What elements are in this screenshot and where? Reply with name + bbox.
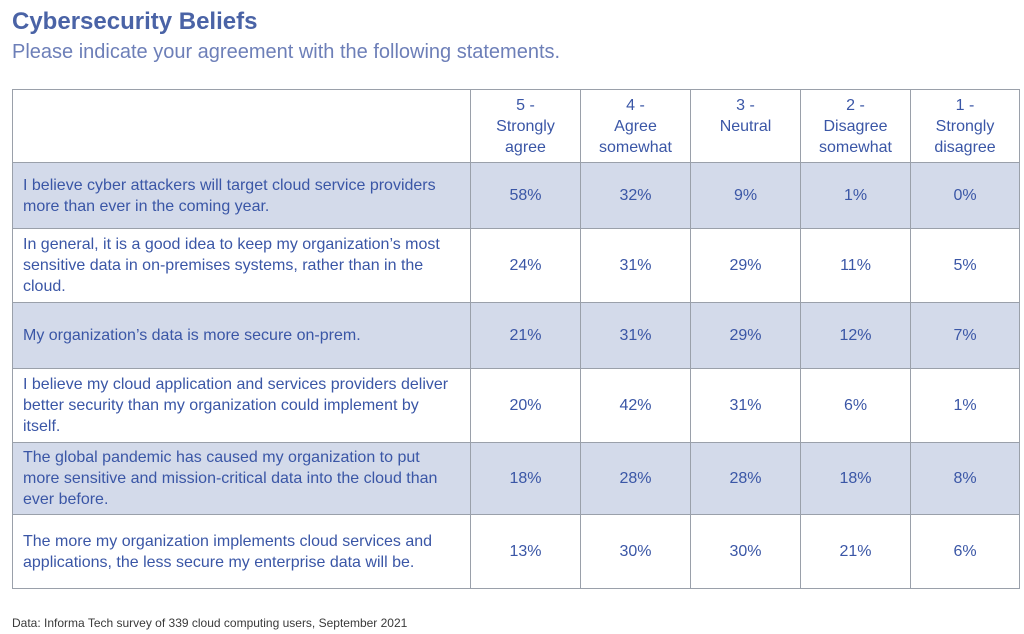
value-cell: 30%	[690, 514, 801, 589]
column-header-line: 3 -	[736, 96, 755, 114]
column-header-strongly-agree: 5 - Strongly agree	[470, 89, 581, 163]
table-row: The global pandemic has caused my organi…	[12, 442, 1020, 515]
chart-title: Cybersecurity Beliefs	[12, 8, 258, 35]
value-cell: 6%	[910, 514, 1020, 589]
column-header-line: somewhat	[819, 138, 892, 156]
column-header-line: Strongly	[935, 117, 995, 135]
statement-cell: I believe my cloud application and servi…	[12, 368, 471, 443]
value-cell: 42%	[580, 368, 691, 443]
survey-table: 5 - Strongly agree 4 - Agree somewhat 3 …	[12, 89, 1020, 589]
value-cell: 29%	[690, 302, 801, 369]
column-header-line: Neutral	[719, 117, 772, 135]
table-row: In general, it is a good idea to keep my…	[12, 228, 1020, 303]
value-cell: 6%	[800, 368, 911, 443]
column-header-disagree-somewhat: 2 - Disagree somewhat	[800, 89, 911, 163]
value-cell: 30%	[580, 514, 691, 589]
value-cell: 20%	[470, 368, 581, 443]
column-header-line: 2 -	[846, 96, 865, 114]
column-header-line: Disagree	[823, 117, 888, 135]
header-row: 5 - Strongly agree 4 - Agree somewhat 3 …	[12, 89, 1020, 163]
value-cell: 1%	[910, 368, 1020, 443]
value-cell: 32%	[580, 162, 691, 229]
column-header-line: 4 -	[626, 96, 645, 114]
value-cell: 58%	[470, 162, 581, 229]
value-cell: 18%	[800, 442, 911, 515]
column-header-neutral: 3 - Neutral	[690, 89, 801, 163]
value-cell: 21%	[800, 514, 911, 589]
header-corner-cell	[12, 89, 471, 163]
table-row: I believe cyber attackers will target cl…	[12, 162, 1020, 229]
value-cell: 24%	[470, 228, 581, 303]
column-header-line: Strongly	[496, 117, 555, 135]
column-header-agree-somewhat: 4 - Agree somewhat	[580, 89, 691, 163]
column-header-line: Agree	[614, 117, 657, 135]
column-header-line: disagree	[934, 138, 996, 156]
statement-cell: The more my organization implements clou…	[12, 514, 471, 589]
value-cell: 11%	[800, 228, 911, 303]
value-cell: 31%	[580, 228, 691, 303]
value-cell: 29%	[690, 228, 801, 303]
value-cell: 28%	[690, 442, 801, 515]
value-cell: 1%	[800, 162, 911, 229]
column-header-line: 5 -	[516, 96, 535, 114]
column-header-line: somewhat	[599, 138, 672, 156]
value-cell: 31%	[690, 368, 801, 443]
table-row: The more my organization implements clou…	[12, 514, 1020, 589]
value-cell: 21%	[470, 302, 581, 369]
value-cell: 18%	[470, 442, 581, 515]
source-note: Data: Informa Tech survey of 339 cloud c…	[12, 616, 408, 630]
column-header-strongly-disagree: 1 - Strongly disagree	[910, 89, 1020, 163]
table-row: I believe my cloud application and servi…	[12, 368, 1020, 443]
value-cell: 8%	[910, 442, 1020, 515]
statement-cell: The global pandemic has caused my organi…	[12, 442, 471, 515]
value-cell: 12%	[800, 302, 911, 369]
value-cell: 13%	[470, 514, 581, 589]
value-cell: 0%	[910, 162, 1020, 229]
column-header-line: agree	[505, 138, 546, 156]
statement-cell: I believe cyber attackers will target cl…	[12, 162, 471, 229]
statement-cell: In general, it is a good idea to keep my…	[12, 228, 471, 303]
column-header-line: 1 -	[955, 96, 975, 114]
value-cell: 7%	[910, 302, 1020, 369]
value-cell: 9%	[690, 162, 801, 229]
value-cell: 5%	[910, 228, 1020, 303]
value-cell: 28%	[580, 442, 691, 515]
table-row: My organization’s data is more secure on…	[12, 302, 1020, 369]
chart-subtitle: Please indicate your agreement with the …	[12, 41, 561, 63]
statement-cell: My organization’s data is more secure on…	[12, 302, 471, 369]
value-cell: 31%	[580, 302, 691, 369]
